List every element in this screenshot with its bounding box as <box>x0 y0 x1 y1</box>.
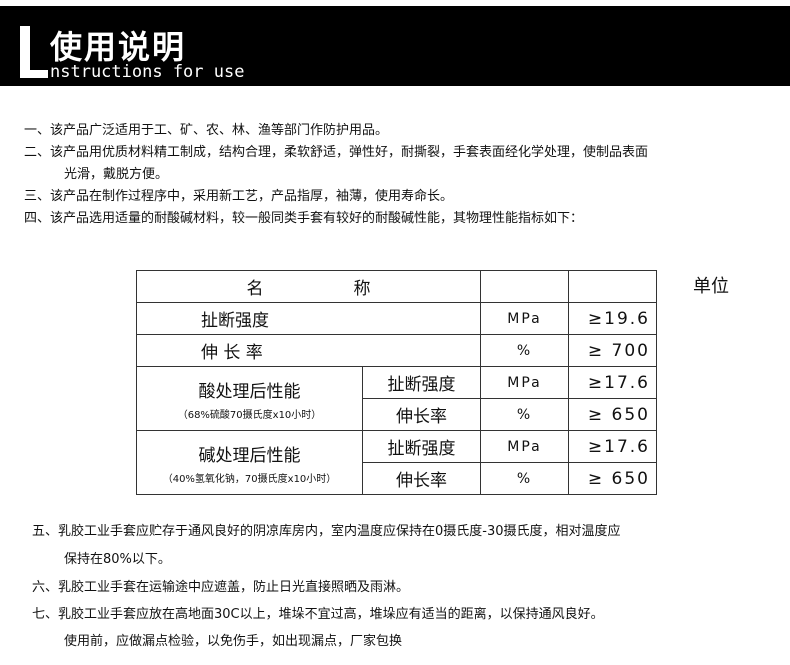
logo-letter-l-base <box>20 70 48 78</box>
table-row: 碱处理后性能 （40%氢氧化钠，70摄氏度x10小时） 扯断强度 MPa ≥17.… <box>136 430 657 495</box>
table-row: 伸长率 % ≥ 650 <box>137 398 657 431</box>
name-header: 名称 <box>136 270 481 303</box>
page-title: 使用说明 <box>50 28 187 66</box>
intro-line: 三、该产品在制作过程序中，采用新工艺，产品指厚，袖薄，使用寿命长。 <box>24 189 454 204</box>
table-row: 扯断强度 MPa ≥19.6 <box>136 302 657 335</box>
outro-line: 七、乳胶工业手套应放在高地面30C以上，堆垛不宜过高，堆垛应有适当的距离，以保持… <box>32 607 604 622</box>
table-row: 伸 长 率 % ≥ 700 <box>136 334 657 367</box>
table-row: 伸长率 % ≥ 650 <box>137 462 657 495</box>
outro-line: 六、乳胶工业手套在运输途中应遮盖，防止日光直接照晒及雨淋。 <box>32 580 410 595</box>
outro-line: 五、乳胶工业手套应贮存于通风良好的阴凉库房内，室内温度应保持在0摄氏度-30摄氏… <box>32 524 621 539</box>
page-subtitle: nstructions for use <box>50 62 245 82</box>
table-row: 酸处理后性能 （68%硫酸70摄氏度x10小时） 扯断强度 MPa ≥17.6 <box>136 366 657 431</box>
intro-line: 四、该产品选用适量的耐酸碱材料，较一般同类手套有较好的耐酸碱性能，其物理性能指标… <box>24 211 584 226</box>
unit-header: 单位 <box>693 276 729 297</box>
table-header-row: 名称 <box>136 270 657 303</box>
group-name: 酸处理后性能 （68%硫酸70摄氏度x10小时） <box>136 366 363 431</box>
intro-line: 二、该产品用优质材料精工制成，结构合理，柔软舒适，弹性好，耐撕裂，手套表面经化学… <box>24 145 649 160</box>
intro-line: 一、该产品广泛适用于工、矿、农、林、渔等部门作防护用品。 <box>24 123 389 138</box>
logo-letter-l <box>20 26 30 78</box>
outro-line: 使用前，应做漏点检验，以免伤手，如出现漏点，厂家包换 <box>64 634 403 649</box>
group-name: 碱处理后性能 （40%氢氧化钠，70摄氏度x10小时） <box>136 430 363 495</box>
intro-line: 光滑，戴脱方便。 <box>64 167 169 182</box>
properties-table: 名称 扯断强度 MPa ≥19.6 伸 长 率 % ≥ 700 酸处理后性能 （6… <box>136 270 657 495</box>
outro-line: 保持在80%以下。 <box>64 552 171 567</box>
header-banner: 使用说明 nstructions for use <box>0 6 790 86</box>
